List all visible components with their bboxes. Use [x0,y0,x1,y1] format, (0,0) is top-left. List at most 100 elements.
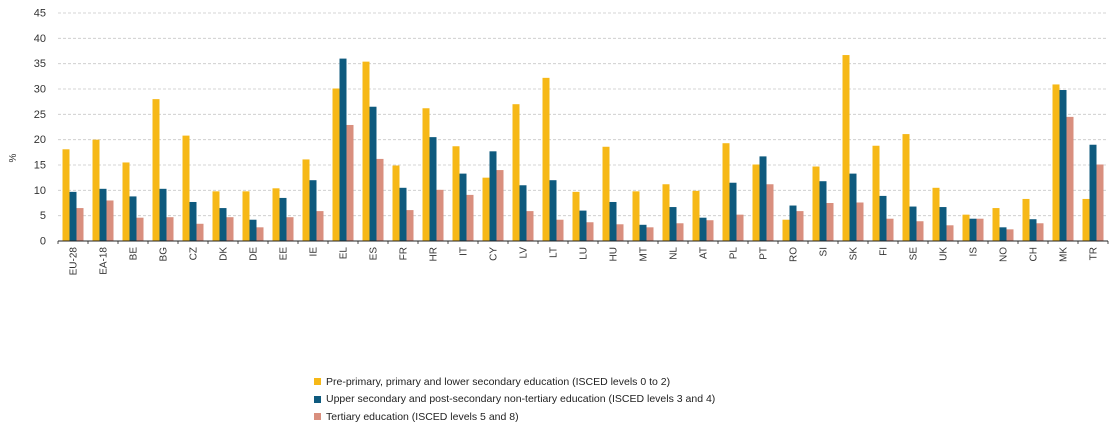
legend-label: Tertiary education (ISCED levels 5 and 8… [326,410,519,423]
bar [939,207,947,241]
bar [489,151,497,241]
x-tick-label: MK [1059,247,1070,262]
y-axis-label: % [8,153,19,162]
bar [812,166,820,241]
legend-swatch [314,413,321,421]
bar [166,217,174,241]
bar [932,187,940,241]
x-axis: EU-28 EA-18 BE BG CZ DK DE EE IE EL ES FR HR IT CY LV LT… [57,240,1109,275]
bar [1022,198,1030,241]
bar [286,217,294,241]
bar [519,185,527,241]
bar [826,203,834,241]
bar [196,223,204,241]
x-tick-label: LV [519,247,530,259]
bar [182,135,190,241]
bar [106,200,114,241]
bar [946,225,954,241]
bar [759,156,767,241]
legend-swatch [314,378,321,386]
legend-item: Pre-primary, primary and lower secondary… [314,373,715,391]
bar [842,55,850,242]
x-tick-label: NO [999,247,1010,262]
bar [376,158,384,241]
bar [766,184,774,241]
bar [616,224,624,241]
x-tick-label: RO [789,247,800,262]
bar [272,188,280,241]
x-tick-label: CY [489,247,500,261]
x-tick-label: CZ [189,247,200,260]
bar [736,214,744,241]
bar [76,208,84,241]
bar [496,170,504,241]
bar [796,211,804,241]
bar [159,188,167,241]
bar [459,173,467,241]
x-tick-label: TR [1089,247,1100,260]
x-tick-label: BG [159,247,170,262]
bar [662,184,670,241]
bar [999,227,1007,241]
bar [122,162,130,241]
bar [632,191,640,241]
x-tick-label: LT [549,247,560,258]
bar [399,187,407,241]
bar [226,217,234,241]
bar [909,206,917,241]
x-tick-label: IS [969,247,980,257]
x-tick-label: AT [699,247,710,259]
legend: Pre-primary, primary and lower secondary… [314,373,715,426]
x-tick-label: DE [249,247,260,261]
x-tick-label: HU [609,247,620,261]
y-tick-label: 40 [34,33,46,45]
bar [422,108,430,242]
x-tick-label: ES [369,247,380,261]
bar [789,205,797,241]
bar [452,146,460,241]
bar [676,223,684,241]
bar [316,211,324,241]
bar [92,139,100,241]
bar [256,227,264,241]
bar [639,224,647,241]
bar [189,201,197,241]
bar [542,77,550,241]
legend-item: Tertiary education (ISCED levels 5 and 8… [314,408,715,426]
bar [152,99,160,241]
bar [99,188,107,241]
bar [346,124,354,241]
x-tick-label: IT [459,247,470,256]
bar [219,208,227,241]
x-tick-label: BE [129,247,140,261]
x-tick-label: EA-18 [99,247,110,275]
x-tick-label: DK [219,247,230,261]
y-tick-label: 35 [34,58,46,70]
bar [512,104,520,241]
x-tick-label: IE [309,247,320,257]
x-tick-label: SE [909,247,920,261]
bar [1096,164,1104,241]
bar [579,210,587,241]
bar [526,211,534,241]
y-tick-label: 5 [40,210,46,222]
bars [62,55,1104,242]
y-tick-label: 30 [34,84,46,96]
bar [242,191,250,241]
bar [872,145,880,241]
bar [302,159,310,241]
bar [369,106,377,241]
bar [692,190,700,241]
y-tick-label: 0 [40,236,46,248]
bar [129,196,137,241]
legend-label: Upper secondary and post-secondary non-t… [326,393,716,406]
bar [362,61,370,241]
bar [609,201,617,241]
bar [856,202,864,241]
bar [572,191,580,241]
bar [819,181,827,241]
y-tick-label: 45 [34,8,46,20]
bar [976,218,984,241]
bar [69,191,77,241]
